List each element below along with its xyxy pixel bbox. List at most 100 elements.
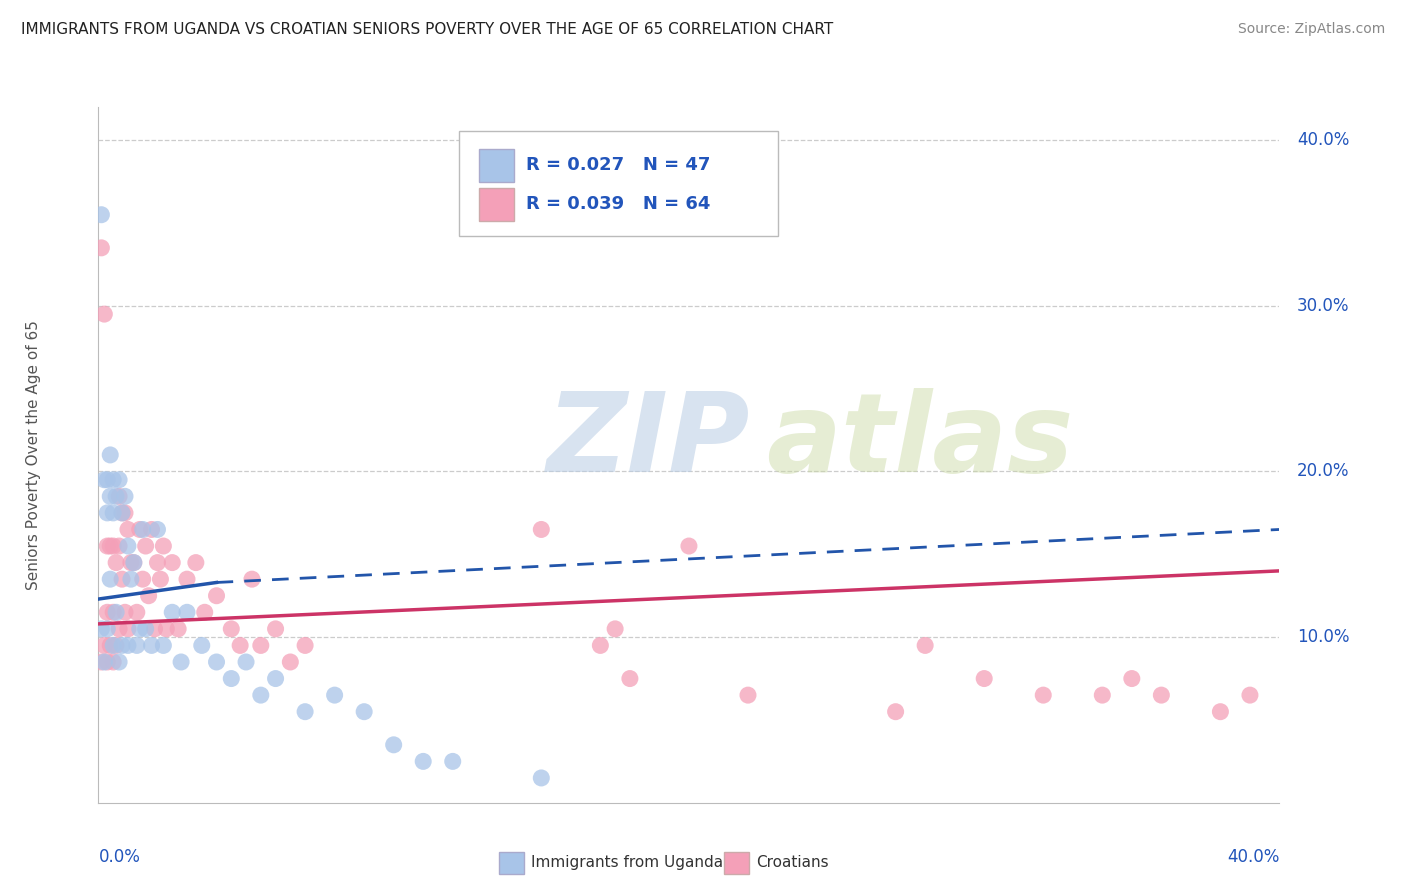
Point bbox=[128, 622, 150, 636]
Point bbox=[205, 655, 228, 669]
Text: Croatians: Croatians bbox=[756, 855, 830, 870]
Point bbox=[141, 639, 163, 653]
Point bbox=[122, 556, 145, 570]
Point bbox=[111, 572, 134, 586]
Point bbox=[143, 622, 166, 636]
Point bbox=[98, 572, 121, 586]
Text: 40.0%: 40.0% bbox=[1227, 848, 1279, 866]
Point bbox=[235, 655, 257, 669]
Point bbox=[1239, 688, 1261, 702]
Point bbox=[105, 489, 128, 503]
Point bbox=[98, 448, 121, 462]
Point bbox=[141, 523, 163, 537]
Point bbox=[96, 539, 118, 553]
Point bbox=[111, 506, 134, 520]
Point bbox=[114, 489, 136, 503]
Point bbox=[96, 605, 118, 619]
Point bbox=[132, 572, 155, 586]
Point bbox=[135, 622, 157, 636]
Point bbox=[125, 605, 148, 619]
Point bbox=[103, 639, 125, 653]
Point bbox=[117, 622, 139, 636]
Point bbox=[1150, 688, 1173, 702]
Point bbox=[1209, 705, 1232, 719]
Point bbox=[250, 688, 273, 702]
Point bbox=[93, 307, 115, 321]
Point bbox=[90, 622, 112, 636]
Point bbox=[93, 655, 115, 669]
Point bbox=[90, 655, 112, 669]
FancyBboxPatch shape bbox=[478, 187, 515, 221]
Point bbox=[278, 655, 302, 669]
Point bbox=[120, 556, 142, 570]
Point bbox=[108, 539, 131, 553]
Point bbox=[98, 639, 121, 653]
Point bbox=[111, 639, 134, 653]
Text: R = 0.039   N = 64: R = 0.039 N = 64 bbox=[526, 195, 710, 213]
Point bbox=[884, 705, 907, 719]
Point bbox=[530, 771, 553, 785]
Point bbox=[117, 639, 139, 653]
Point bbox=[678, 539, 700, 553]
Point bbox=[219, 622, 242, 636]
Point bbox=[194, 605, 217, 619]
Point bbox=[382, 738, 405, 752]
Point bbox=[96, 473, 118, 487]
Point bbox=[589, 639, 612, 653]
Point bbox=[132, 523, 155, 537]
Point bbox=[323, 688, 346, 702]
Point bbox=[973, 672, 995, 686]
Point bbox=[120, 572, 142, 586]
Text: Source: ZipAtlas.com: Source: ZipAtlas.com bbox=[1237, 22, 1385, 37]
Point bbox=[125, 639, 148, 653]
Point bbox=[103, 506, 125, 520]
Point bbox=[250, 639, 273, 653]
Point bbox=[152, 539, 174, 553]
Point bbox=[105, 556, 128, 570]
Point bbox=[114, 605, 136, 619]
Point bbox=[353, 705, 375, 719]
Text: 0.0%: 0.0% bbox=[98, 848, 141, 866]
Point bbox=[914, 639, 936, 653]
Point bbox=[96, 655, 118, 669]
Point bbox=[98, 489, 121, 503]
Point bbox=[162, 605, 183, 619]
Point bbox=[90, 208, 112, 222]
Text: Seniors Poverty Over the Age of 65: Seniors Poverty Over the Age of 65 bbox=[25, 320, 41, 590]
Point bbox=[1091, 688, 1114, 702]
Point bbox=[152, 639, 174, 653]
Point bbox=[264, 622, 287, 636]
Point bbox=[90, 241, 112, 255]
Point bbox=[229, 639, 252, 653]
Point bbox=[122, 556, 145, 570]
Text: ZIP: ZIP bbox=[547, 387, 751, 494]
Point bbox=[167, 622, 190, 636]
Point bbox=[1032, 688, 1054, 702]
Point bbox=[108, 622, 131, 636]
Point bbox=[108, 473, 131, 487]
Point bbox=[96, 506, 118, 520]
Point bbox=[108, 655, 131, 669]
Text: IMMIGRANTS FROM UGANDA VS CROATIAN SENIORS POVERTY OVER THE AGE OF 65 CORRELATIO: IMMIGRANTS FROM UGANDA VS CROATIAN SENIO… bbox=[21, 22, 834, 37]
Point bbox=[737, 688, 759, 702]
Text: 40.0%: 40.0% bbox=[1298, 131, 1350, 149]
FancyBboxPatch shape bbox=[458, 131, 778, 235]
Point bbox=[138, 589, 160, 603]
Point bbox=[162, 556, 183, 570]
Point bbox=[412, 755, 434, 769]
Text: 10.0%: 10.0% bbox=[1298, 628, 1350, 646]
Point bbox=[155, 622, 177, 636]
Point bbox=[294, 639, 316, 653]
Text: atlas: atlas bbox=[766, 387, 1073, 494]
Point bbox=[117, 539, 139, 553]
Text: R = 0.027   N = 47: R = 0.027 N = 47 bbox=[526, 156, 710, 175]
FancyBboxPatch shape bbox=[478, 149, 515, 182]
Point bbox=[605, 622, 627, 636]
Point bbox=[176, 605, 198, 619]
Point bbox=[114, 506, 136, 520]
Point bbox=[619, 672, 641, 686]
Point bbox=[108, 489, 131, 503]
Point bbox=[149, 572, 172, 586]
Point bbox=[105, 639, 128, 653]
Point bbox=[117, 523, 139, 537]
